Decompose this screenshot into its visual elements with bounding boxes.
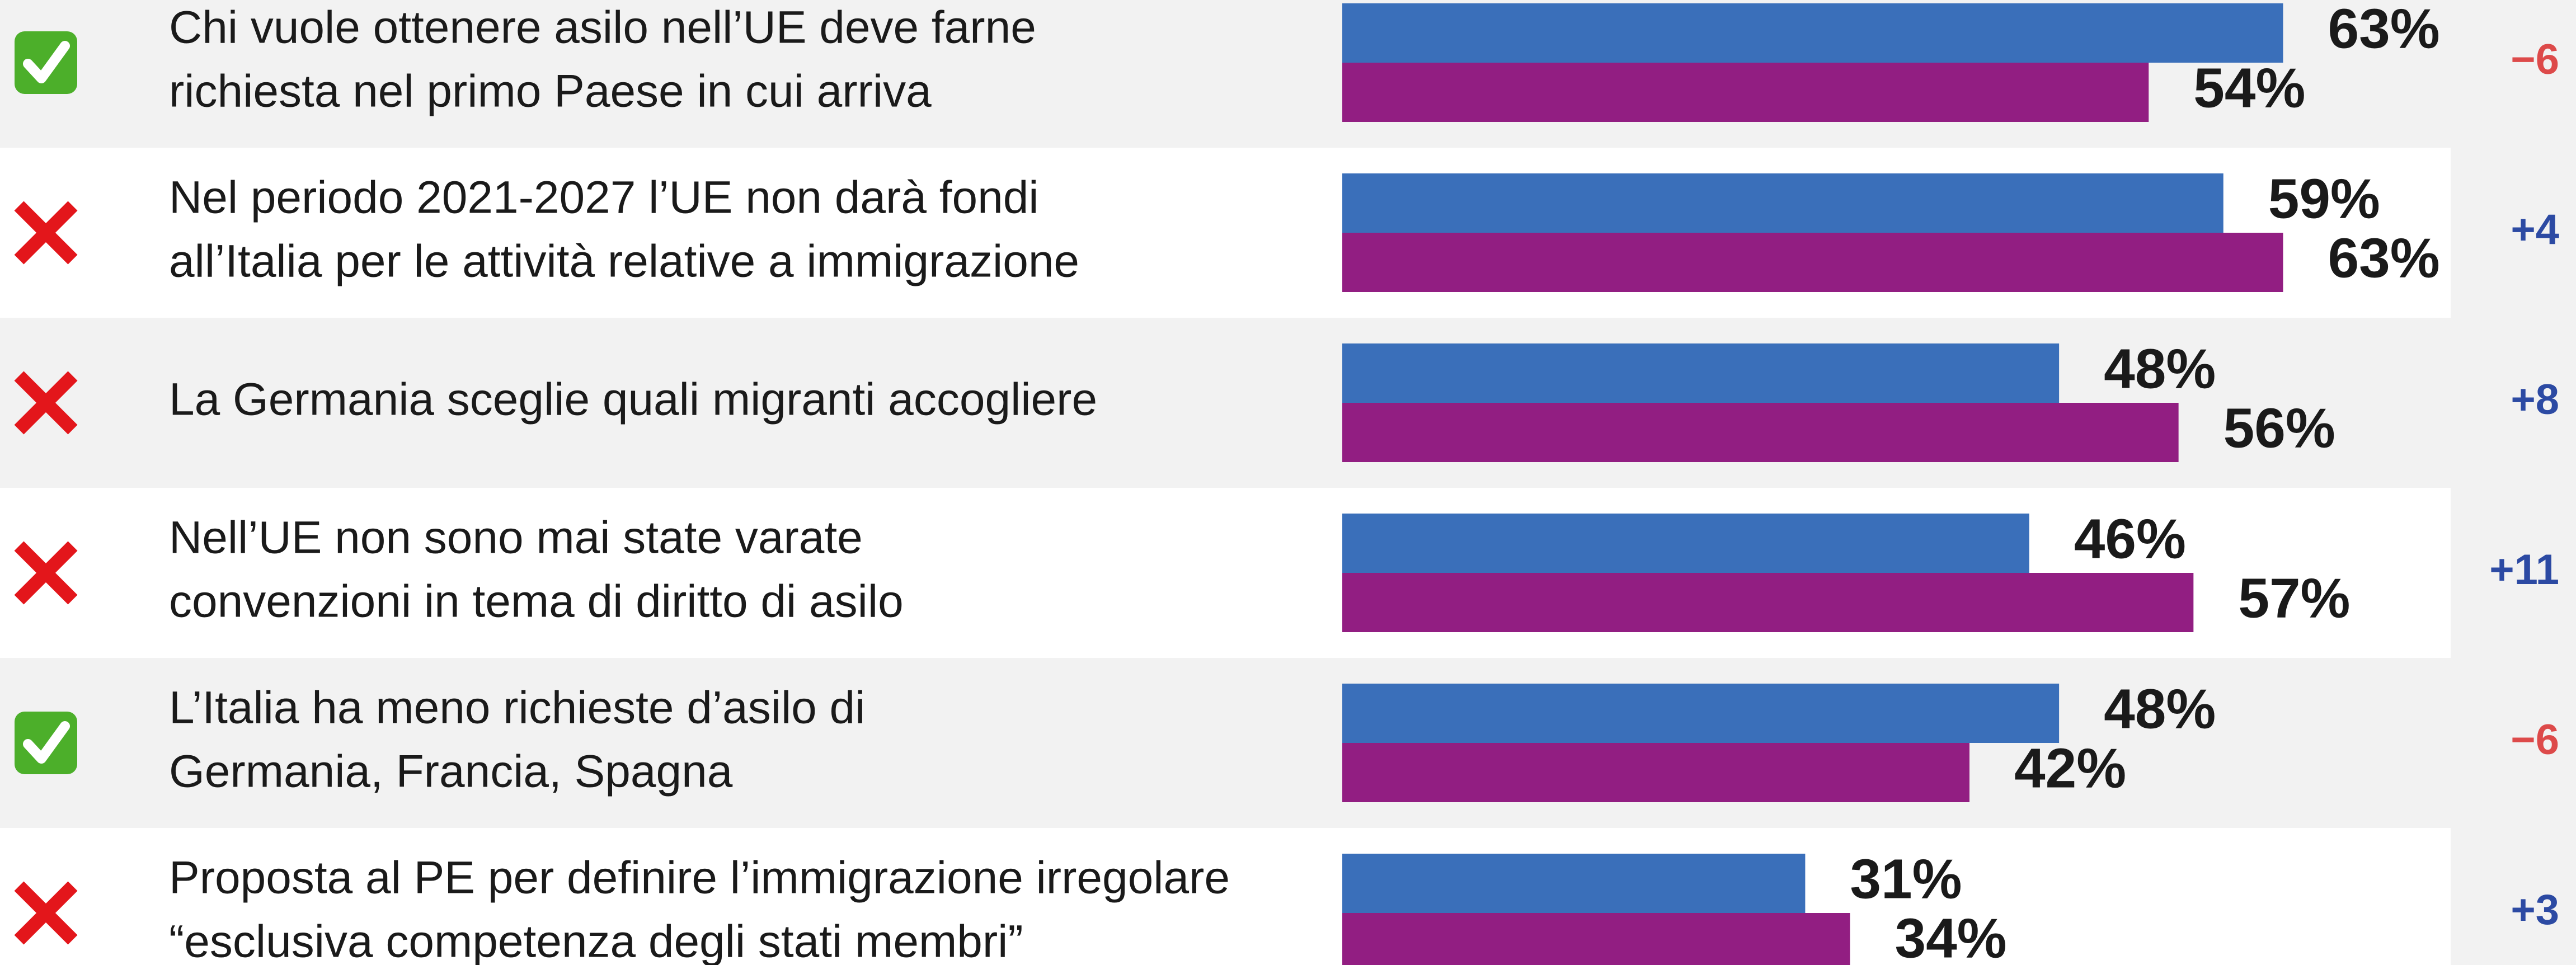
statement: L’Italia ha meno richieste d’asilo di	[169, 682, 865, 733]
bar	[1342, 63, 2149, 122]
value-label: 31%	[1850, 848, 1962, 910]
value-label: 48%	[2104, 677, 2216, 740]
value-label: 42%	[2014, 737, 2126, 799]
difference: +3	[2511, 886, 2559, 934]
difference: −6	[2511, 36, 2559, 83]
cross-icon	[14, 541, 78, 605]
statement: all’Italia per le attività relative a im…	[169, 236, 1079, 287]
statement: “esclusiva competenza degli stati membri…	[169, 916, 1023, 965]
bar	[1342, 573, 2194, 632]
check-icon-mark	[23, 721, 70, 764]
bar	[1342, 913, 1850, 965]
cross-icon	[14, 371, 78, 435]
value-label: 56%	[2224, 397, 2335, 459]
difference: −6	[2511, 716, 2559, 764]
cross-icon	[14, 201, 78, 265]
statement: convenzioni in tema di diritto di asilo	[169, 576, 904, 627]
difference: +11	[2489, 546, 2559, 594]
value-label: 48%	[2104, 337, 2216, 400]
bar	[1342, 403, 2179, 462]
bar	[1342, 3, 2283, 63]
statement: Nel periodo 2021-2027 l’UE non darà fond…	[169, 172, 1039, 223]
bar	[1342, 743, 1969, 802]
statement: richiesta nel primo Paese in cui arriva	[169, 66, 932, 117]
statement: Nell’UE non sono mai state varate	[169, 512, 863, 563]
statement: La Germania sceglie quali migranti accog…	[169, 374, 1097, 425]
value-label: 59%	[2268, 167, 2380, 230]
bar	[1342, 684, 2060, 743]
value-label: 63%	[2328, 227, 2439, 289]
value-label: 54%	[2193, 57, 2305, 119]
check-icon-mark	[23, 41, 70, 83]
bar	[1342, 343, 2060, 403]
bar	[1342, 233, 2283, 292]
bar	[1342, 854, 1806, 913]
difference: +4	[2511, 206, 2559, 253]
cross-icon	[14, 881, 78, 945]
statement: Chi vuole ottenere asilo nell’UE deve fa…	[169, 2, 1036, 53]
bar	[1342, 514, 2029, 573]
statement: Proposta al PE per definire l’immigrazio…	[169, 853, 1230, 903]
value-label: 34%	[1895, 907, 2006, 965]
bar	[1342, 173, 2224, 233]
difference: +8	[2511, 376, 2559, 423]
statement: Germania, Francia, Spagna	[169, 746, 733, 797]
value-label: 63%	[2328, 0, 2439, 60]
row-background	[0, 828, 2451, 965]
value-label: 46%	[2074, 507, 2186, 570]
value-label: 57%	[2238, 567, 2350, 629]
